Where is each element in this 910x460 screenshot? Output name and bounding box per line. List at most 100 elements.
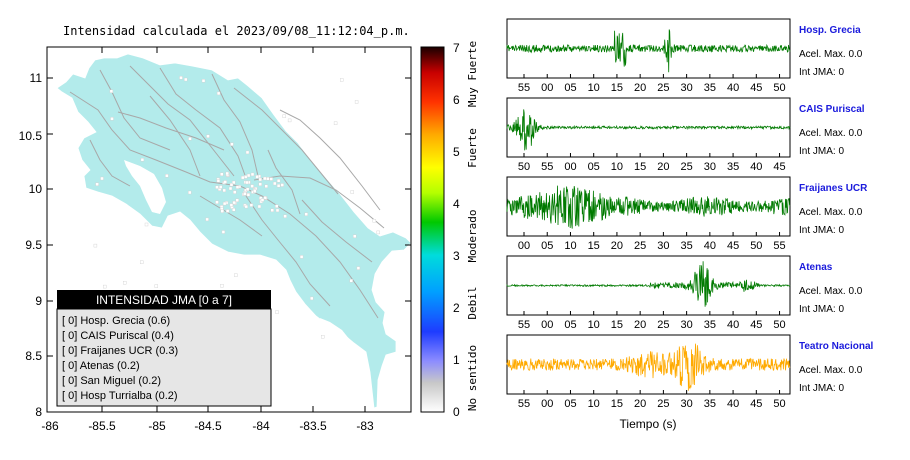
x-tick-label: -84.5 [194, 419, 222, 433]
golfo-dulce [320, 318, 356, 358]
station-dot [216, 91, 221, 96]
time-tick-label: 25 [634, 240, 646, 252]
station-int-jma: Int JMA: 0 [799, 304, 844, 315]
time-axis-label: Tiempo (s) [620, 417, 677, 431]
station-dot [221, 230, 226, 234]
time-tick-label: 15 [611, 319, 623, 331]
time-tick-label: 05 [588, 161, 600, 173]
y-tick-label: 9 [35, 294, 42, 308]
x-tick-label: -84 [252, 419, 270, 433]
time-tick-label: 00 [541, 82, 553, 94]
y-tick-label: 8.5 [25, 349, 42, 363]
time-tick-label: 40 [704, 240, 716, 252]
station-int-jma: Int JMA: 0 [799, 383, 844, 394]
time-tick-label: 30 [680, 398, 692, 410]
colorbar-tick: 5 [453, 145, 460, 159]
seismogram-0: 55 00 05 10 15 20 25 30 35 40 45 50 Hosp. Grecia Acel… [506, 18, 863, 94]
station-dot [235, 185, 240, 189]
station-dot [353, 234, 357, 239]
station-dot [275, 208, 280, 213]
station-acel-max: Acel. Max. 0.0 [799, 286, 863, 297]
station-dot [232, 208, 236, 212]
station-dot [215, 185, 219, 189]
station-dot [321, 335, 325, 339]
time-tick-label: 20 [634, 319, 646, 331]
y-tick-label: 11 [30, 71, 43, 85]
time-tick-label: 15 [588, 240, 600, 252]
seismogram-frame [506, 176, 791, 237]
colorbar-tick: 6 [453, 93, 460, 107]
station-dot [183, 77, 188, 82]
station-dot [228, 186, 233, 191]
time-tick-label: 15 [611, 82, 623, 94]
time-tick-label: 50 [518, 161, 530, 173]
colorbar-label-muy-fuerte: Muy Fuerte [466, 41, 479, 107]
seismogram-4: 55 00 05 10 15 20 25 30 35 40 45 50 Teatro Nacional A… [506, 334, 873, 410]
waveform [506, 343, 791, 391]
time-tick-label: 20 [634, 82, 646, 94]
station-dot [110, 117, 114, 121]
map-panel: 11 10.5 10 9.5 9 8.5 8 -86 -85.5 -85 -84… [19, 46, 412, 433]
station-dot [349, 279, 353, 283]
station-dot [230, 142, 234, 146]
station-dot [232, 200, 236, 205]
station-acel-max: Acel. Max. 0.0 [799, 128, 863, 139]
station-dot [263, 196, 267, 200]
time-tick-label: 55 [518, 398, 530, 410]
station-dot [350, 190, 354, 194]
station-dot [266, 176, 270, 181]
station-name: Hosp. Grecia [799, 25, 861, 36]
station-dot [258, 177, 262, 182]
time-tick-label: 20 [657, 161, 669, 173]
station-dot [356, 266, 361, 270]
colorbar-tick: 3 [453, 249, 460, 263]
station-dot [216, 179, 221, 183]
station-dot [276, 184, 281, 188]
legend-item: [ 0] Hosp Turrialba (0.2) [62, 390, 178, 402]
station-dot [140, 157, 145, 162]
station-dot [276, 178, 281, 183]
station-dot [206, 134, 210, 138]
time-tick-label: 30 [680, 319, 692, 331]
station-markers [93, 76, 380, 361]
waveform [506, 109, 791, 151]
time-tick-label: 45 [750, 82, 762, 94]
time-tick-label: 40 [727, 82, 739, 94]
time-tick-label: 40 [727, 319, 739, 331]
station-dot [340, 78, 344, 82]
station-dot [225, 171, 229, 176]
waveform [506, 261, 791, 307]
time-tick-label: 25 [657, 398, 669, 410]
station-dot [220, 284, 224, 288]
station-dot [310, 296, 314, 301]
seismogram-2: 00 05 10 15 20 25 30 35 40 45 50 55 Fraijanes UCR Ace… [506, 176, 868, 252]
legend-title: INTENSIDAD JMA [0 a 7] [96, 293, 232, 307]
station-dot [229, 182, 234, 187]
station-dot [273, 181, 277, 186]
station-dot [102, 284, 107, 289]
station-name: CAIS Puriscal [799, 104, 865, 115]
station-dot [201, 79, 206, 83]
station-dot [154, 284, 159, 288]
station-dot [260, 198, 265, 202]
gulf-of-nicoya [124, 160, 166, 214]
time-tick-label: 10 [588, 82, 600, 94]
time-tick-label: 25 [657, 82, 669, 94]
station-name: Fraijanes UCR [799, 183, 868, 194]
colorbar-label-debil: Debil [466, 286, 479, 319]
station-dot [246, 173, 251, 178]
map-frame [46, 46, 412, 413]
station-dot [100, 176, 104, 181]
station-dot [95, 182, 99, 187]
station-dot [245, 150, 250, 155]
seismogram-1: 50 55 00 05 10 15 20 25 30 35 40 45 CAIS Puriscal Ace… [506, 97, 865, 173]
time-tick-label: 05 [564, 319, 576, 331]
time-tick-label: 25 [657, 319, 669, 331]
legend-item: [ 0] Fraijanes UCR (0.3) [62, 345, 178, 357]
intensity-colorbar: 0 1 2 3 4 5 6 7 No sentido Debil Moderad… [420, 41, 479, 419]
station-dot [270, 208, 274, 213]
station-dot [259, 196, 263, 200]
station-dot [93, 243, 98, 248]
time-tick-label: 50 [750, 240, 762, 252]
